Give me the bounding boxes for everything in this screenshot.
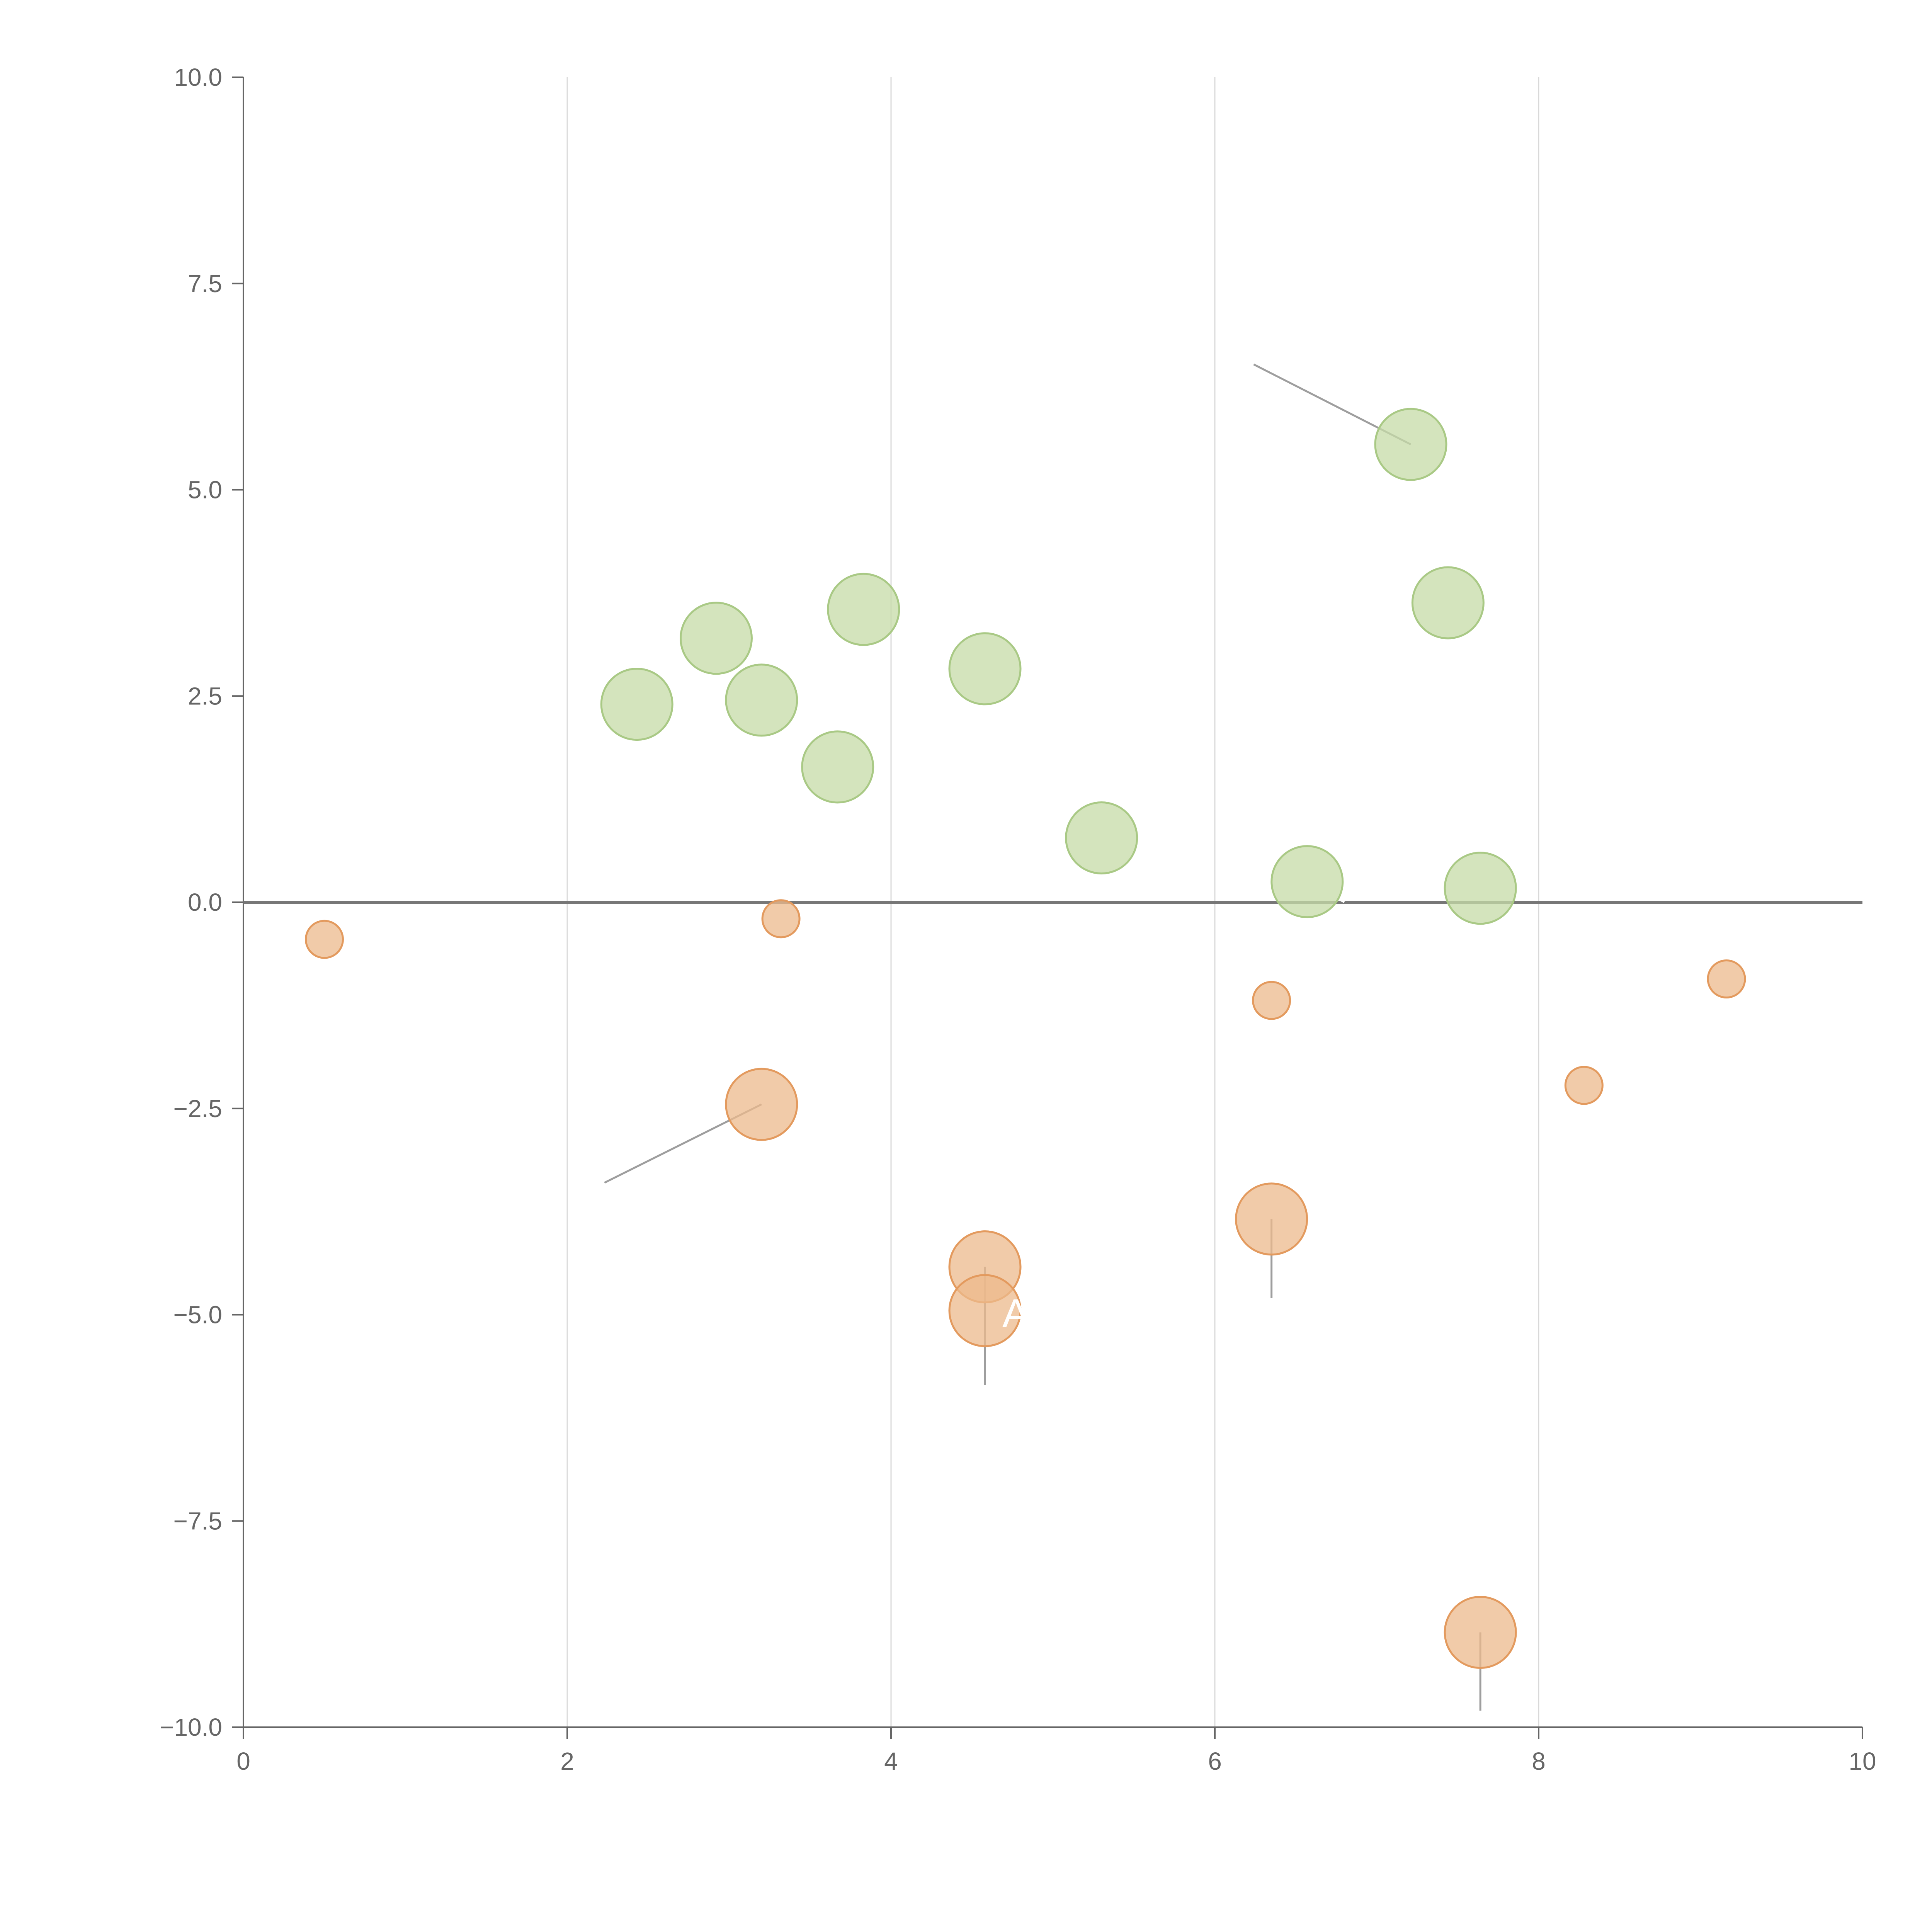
positive-point [827, 573, 900, 646]
y-tick-label: 2.5 [188, 682, 222, 710]
y-tick-label: −5.0 [173, 1301, 222, 1329]
positive-point [1270, 845, 1344, 918]
x-tick-label: 4 [884, 1747, 898, 1775]
x-tick-label: 2 [560, 1747, 574, 1775]
y-tick-label: 10.0 [174, 63, 222, 91]
y-tick-label: −2.5 [173, 1095, 222, 1122]
y-tick-label: −7.5 [173, 1507, 222, 1535]
positive-point [679, 602, 753, 675]
negative-point [305, 920, 344, 959]
annotations: A [1002, 1291, 1029, 1336]
x-tick-label: 0 [236, 1747, 250, 1775]
x-tick-label: 8 [1532, 1747, 1546, 1775]
positive-point [801, 730, 874, 804]
x-tick-label: 10 [1849, 1747, 1876, 1775]
x-tick-label: 6 [1208, 1747, 1222, 1775]
negative-point [1444, 1595, 1517, 1669]
annotation-label: A [1002, 1291, 1029, 1336]
negative-point [1564, 1066, 1604, 1105]
y-tick-label: 5.0 [188, 476, 222, 504]
positive-point [1374, 408, 1447, 481]
negative-point [1252, 981, 1291, 1020]
negative-point [1235, 1182, 1308, 1256]
axes: 0 2 4 6 8 10 10.0 7.5 5.0 2.5 0.0 −2.5 −5.0 −7.5 −10.0 [160, 63, 1876, 1775]
y-tick-label: −10.0 [160, 1713, 222, 1741]
positive-point [1444, 852, 1517, 925]
negative-point [948, 1274, 1022, 1347]
negative-point [1707, 959, 1746, 999]
negative-point [761, 899, 801, 939]
positive-point [725, 663, 798, 737]
positive-point [948, 632, 1022, 706]
y-tick-label: 0.0 [188, 888, 222, 916]
leader-lines [583, 363, 1531, 1711]
data-points [305, 408, 1746, 1669]
negative-point [725, 1068, 798, 1141]
positive-point [1411, 566, 1485, 639]
positive-point [1065, 801, 1138, 874]
y-tick-label: 7.5 [188, 270, 222, 298]
positive-point [600, 668, 673, 741]
